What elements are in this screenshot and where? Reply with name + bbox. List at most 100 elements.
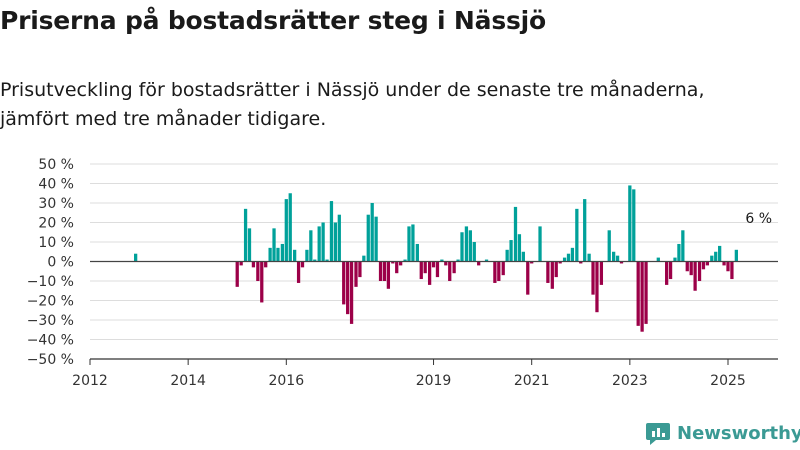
bar (628, 185, 632, 262)
bar (714, 251, 718, 262)
bar (505, 249, 509, 262)
bar (305, 249, 309, 262)
bar (243, 208, 248, 262)
bar (235, 261, 239, 287)
bar (685, 261, 689, 272)
y-axis-ticks: −50 % −40 % −30 % −20 % −10 % 0 % 10 % 20 % 30 %… (27, 157, 74, 368)
bar (554, 261, 558, 278)
bar (705, 261, 710, 266)
bar (558, 261, 562, 264)
bar (280, 243, 285, 262)
bar (546, 261, 550, 283)
bar (497, 261, 501, 281)
bar (452, 261, 456, 274)
bar (431, 261, 436, 268)
bar (309, 230, 313, 262)
bar (251, 261, 256, 268)
bar (423, 261, 427, 274)
bar (395, 261, 399, 274)
gridlines (90, 163, 778, 360)
bar (256, 261, 260, 281)
bar (415, 243, 419, 262)
bar (370, 203, 374, 262)
bar (607, 230, 611, 262)
bar (656, 257, 660, 262)
x-tick-label: 2012 (72, 373, 108, 389)
bar (526, 261, 530, 295)
bar (386, 261, 391, 289)
bar (349, 261, 354, 324)
bar (697, 261, 702, 281)
subtitle-line-1: Prisutveckling för bostadsrätter i Nässj… (0, 79, 705, 101)
bar (444, 261, 448, 266)
bar (460, 232, 464, 262)
x-tick-label: 2019 (416, 373, 452, 389)
bar (284, 199, 288, 262)
bar (293, 249, 297, 262)
bar (472, 242, 476, 262)
bar (477, 261, 481, 266)
bar (382, 261, 387, 281)
bar (726, 261, 730, 272)
bar (693, 261, 697, 291)
y-tick-label: −50 % (27, 352, 74, 368)
bar (587, 253, 591, 262)
bar (411, 224, 415, 262)
bar (484, 259, 489, 262)
bar (468, 230, 472, 262)
y-tick-label: −10 % (27, 274, 74, 290)
bar (440, 259, 444, 262)
bar (419, 261, 423, 280)
bar (456, 259, 460, 262)
bar (247, 228, 252, 262)
bar (644, 261, 648, 324)
bar (513, 206, 518, 262)
bar (346, 261, 350, 315)
bar (583, 199, 587, 262)
y-tick-label: −40 % (27, 333, 74, 349)
bar (427, 261, 432, 285)
annotations: 6 % (745, 211, 772, 227)
bar (342, 261, 346, 305)
y-tick-label: 30 % (38, 196, 74, 212)
bar (239, 261, 243, 266)
bar (366, 214, 370, 262)
bar (665, 261, 669, 285)
bar (710, 255, 714, 262)
x-tick-label: 2023 (612, 373, 648, 389)
bar (509, 240, 513, 262)
bar (493, 261, 497, 283)
y-tick-label: −30 % (27, 313, 74, 329)
bar (399, 261, 403, 266)
bar (317, 226, 321, 262)
bar (632, 189, 636, 262)
bar (615, 255, 620, 262)
bar (677, 243, 681, 262)
chart-title: Priserna på bostadsrätter steg i Nässjö (0, 6, 547, 35)
bar (562, 257, 567, 262)
bar (358, 261, 362, 278)
bar (403, 259, 407, 262)
bar (272, 228, 276, 262)
newsworthy-logo-text: Newsworthy (677, 422, 800, 444)
bar (134, 253, 138, 262)
chart-subtitle: Prisutveckling för bostadsrätter i Nässj… (0, 76, 800, 134)
bar (288, 193, 292, 262)
bar (300, 261, 305, 268)
bar (448, 261, 452, 281)
bar (276, 247, 280, 262)
bar (681, 230, 685, 262)
bar (296, 261, 301, 283)
bar (329, 201, 334, 262)
bar (550, 261, 554, 289)
bar (521, 251, 525, 262)
bar (260, 261, 264, 303)
bar (538, 226, 542, 262)
bar (325, 259, 329, 262)
bar (599, 261, 604, 285)
bar (722, 261, 726, 266)
bar (464, 226, 469, 262)
bar (591, 261, 595, 295)
bar (570, 247, 575, 262)
